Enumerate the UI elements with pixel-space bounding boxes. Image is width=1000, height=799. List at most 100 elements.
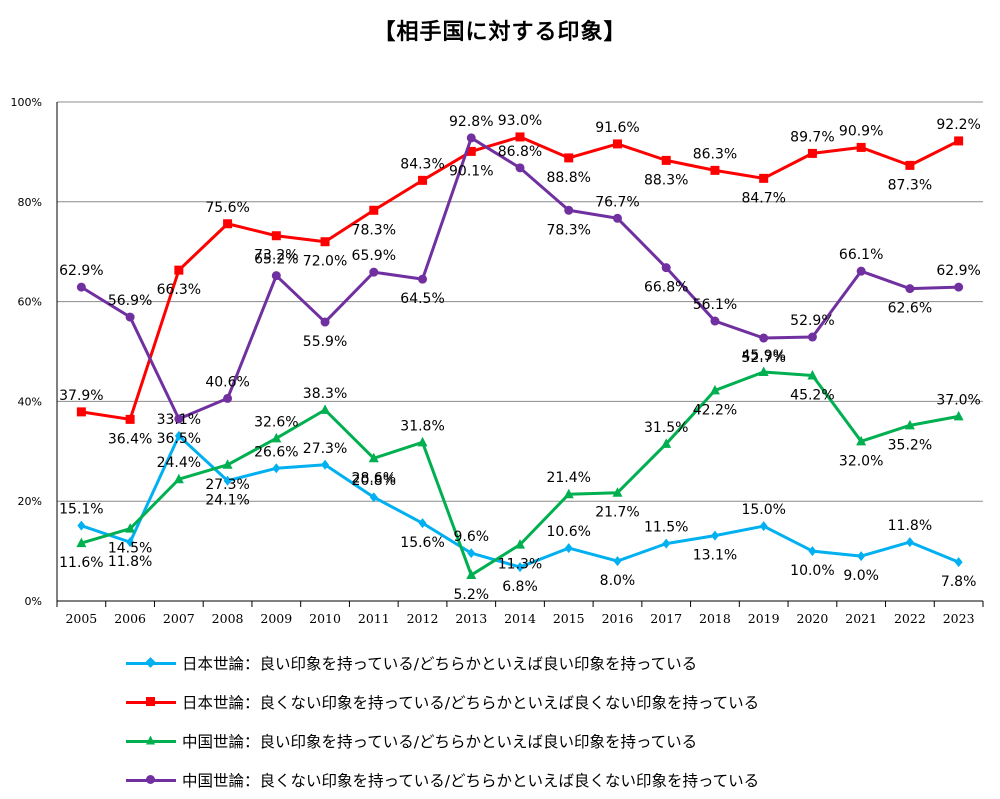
- data-label: 52.9%: [790, 313, 834, 329]
- data-point: [369, 267, 379, 277]
- data-point: [368, 452, 379, 463]
- data-label: 11.6%: [59, 555, 103, 571]
- data-label: 66.8%: [644, 280, 688, 296]
- data-point: [271, 432, 282, 443]
- data-label: 56.1%: [693, 297, 737, 313]
- data-point: [125, 312, 135, 322]
- data-point: [856, 266, 866, 276]
- data-label: 86.3%: [693, 146, 737, 162]
- data-point: [369, 205, 379, 215]
- data-label: 21.7%: [595, 505, 639, 521]
- data-point: [515, 539, 525, 549]
- data-label: 8.0%: [600, 573, 636, 589]
- data-label: 62.6%: [888, 301, 932, 317]
- data-point: [856, 435, 867, 446]
- data-point: [76, 282, 86, 292]
- data-label: 11.8%: [888, 518, 932, 534]
- y-tick-label: 0%: [25, 595, 42, 608]
- data-label: 14.5%: [108, 541, 152, 557]
- x-tick-label: 2014: [504, 611, 536, 626]
- data-point: [223, 393, 233, 403]
- data-label: 13.1%: [693, 548, 737, 564]
- line-chart: 0% 20% 40% 60% 80% 100% 2005 2006 2007 2008 2009 20…: [11, 96, 984, 626]
- legend-swatch: [126, 773, 176, 787]
- x-tick-label: 2020: [797, 611, 829, 626]
- data-label: 36.4%: [108, 431, 152, 447]
- data-point: [759, 333, 769, 343]
- data-label: 11.5%: [644, 520, 688, 536]
- data-label: 72.0%: [303, 254, 347, 270]
- data-label: 31.8%: [400, 418, 444, 434]
- data-point: [758, 366, 769, 376]
- data-point: [223, 475, 232, 486]
- data-point: [661, 438, 672, 448]
- data-point: [174, 430, 183, 441]
- data-point: [320, 237, 330, 247]
- data-label: 91.6%: [595, 120, 639, 136]
- data-point: [466, 146, 476, 156]
- x-tick-label: 2010: [309, 611, 341, 626]
- y-tick-label: 80%: [18, 196, 42, 209]
- data-point: [709, 384, 720, 395]
- data-point: [77, 520, 86, 531]
- data-label: 11.3%: [498, 557, 542, 573]
- data-point: [710, 316, 720, 326]
- data-label: 42.2%: [693, 402, 737, 418]
- data-label: 15.1%: [59, 502, 103, 518]
- data-point: [662, 538, 671, 549]
- x-tick-label: 2019: [748, 611, 780, 626]
- legend-item: 中国世論：良い印象を持っている/どちらかといえば良い印象を持っている: [126, 721, 759, 760]
- data-point: [467, 548, 476, 559]
- data-point: [807, 332, 817, 342]
- data-point: [321, 459, 330, 470]
- x-tick-label: 2018: [699, 611, 731, 626]
- data-point: [271, 231, 281, 241]
- data-point: [807, 148, 817, 158]
- data-label: 65.9%: [352, 248, 396, 264]
- data-point: [174, 414, 184, 424]
- legend-item: 中国世論：良くない印象を持っている/どちらかといえば良くない印象を持っている: [126, 760, 759, 799]
- data-label: 37.9%: [59, 388, 103, 404]
- data-point: [320, 317, 330, 327]
- x-tick-label: 2007: [163, 611, 195, 626]
- data-label: 66.3%: [157, 282, 201, 298]
- data-label: 84.7%: [741, 190, 785, 206]
- data-point: [369, 492, 378, 503]
- data-point: [954, 557, 963, 568]
- data-label: 9.6%: [453, 529, 489, 545]
- data-point: [759, 521, 768, 532]
- data-point: [612, 139, 622, 149]
- x-tick-label: 2022: [894, 611, 926, 626]
- data-labels: 15.1% 11.8% 33.1% 24.1% 26.6% 27.3% 20.8% 15.6%…: [59, 113, 981, 603]
- x-tick-label: 2015: [553, 611, 585, 626]
- data-label: 38.3%: [303, 386, 347, 402]
- data-point: [759, 173, 769, 183]
- data-point: [710, 530, 719, 541]
- data-label: 87.3%: [888, 177, 932, 193]
- data-point: [564, 205, 574, 215]
- legend-label: 日本世論：良くない印象を持っている/どちらかといえば良くない印象を持っている: [182, 693, 760, 712]
- data-point: [418, 274, 428, 284]
- data-point: [612, 487, 623, 497]
- legend-item: 日本世論：良い印象を持っている/どちらかといえば良い印象を持っている: [126, 643, 759, 682]
- axes: 0% 20% 40% 60% 80% 100% 2005 2006 2007 2008 2009 20…: [11, 96, 984, 626]
- data-label: 66.1%: [839, 247, 883, 263]
- data-point: [613, 556, 622, 567]
- legend-label: 中国世論：良くない印象を持っている/どちらかといえば良くない印象を持っている: [182, 771, 760, 790]
- data-point: [76, 407, 86, 417]
- data-label: 89.7%: [790, 129, 834, 145]
- data-point: [320, 404, 331, 414]
- data-label: 45.2%: [790, 387, 834, 403]
- data-label: 11.8%: [108, 554, 152, 570]
- x-tick-label: 2017: [650, 611, 682, 626]
- data-point: [563, 488, 574, 499]
- x-tick-label: 2012: [407, 611, 439, 626]
- data-label: 36.5%: [157, 431, 201, 447]
- data-label: 75.6%: [205, 200, 249, 216]
- data-label: 24.1%: [205, 493, 249, 509]
- x-tick-label: 2016: [602, 611, 634, 626]
- data-label: 65.2%: [254, 252, 298, 268]
- data-point: [954, 282, 964, 292]
- data-point: [222, 459, 233, 469]
- data-label: 24.4%: [157, 455, 201, 471]
